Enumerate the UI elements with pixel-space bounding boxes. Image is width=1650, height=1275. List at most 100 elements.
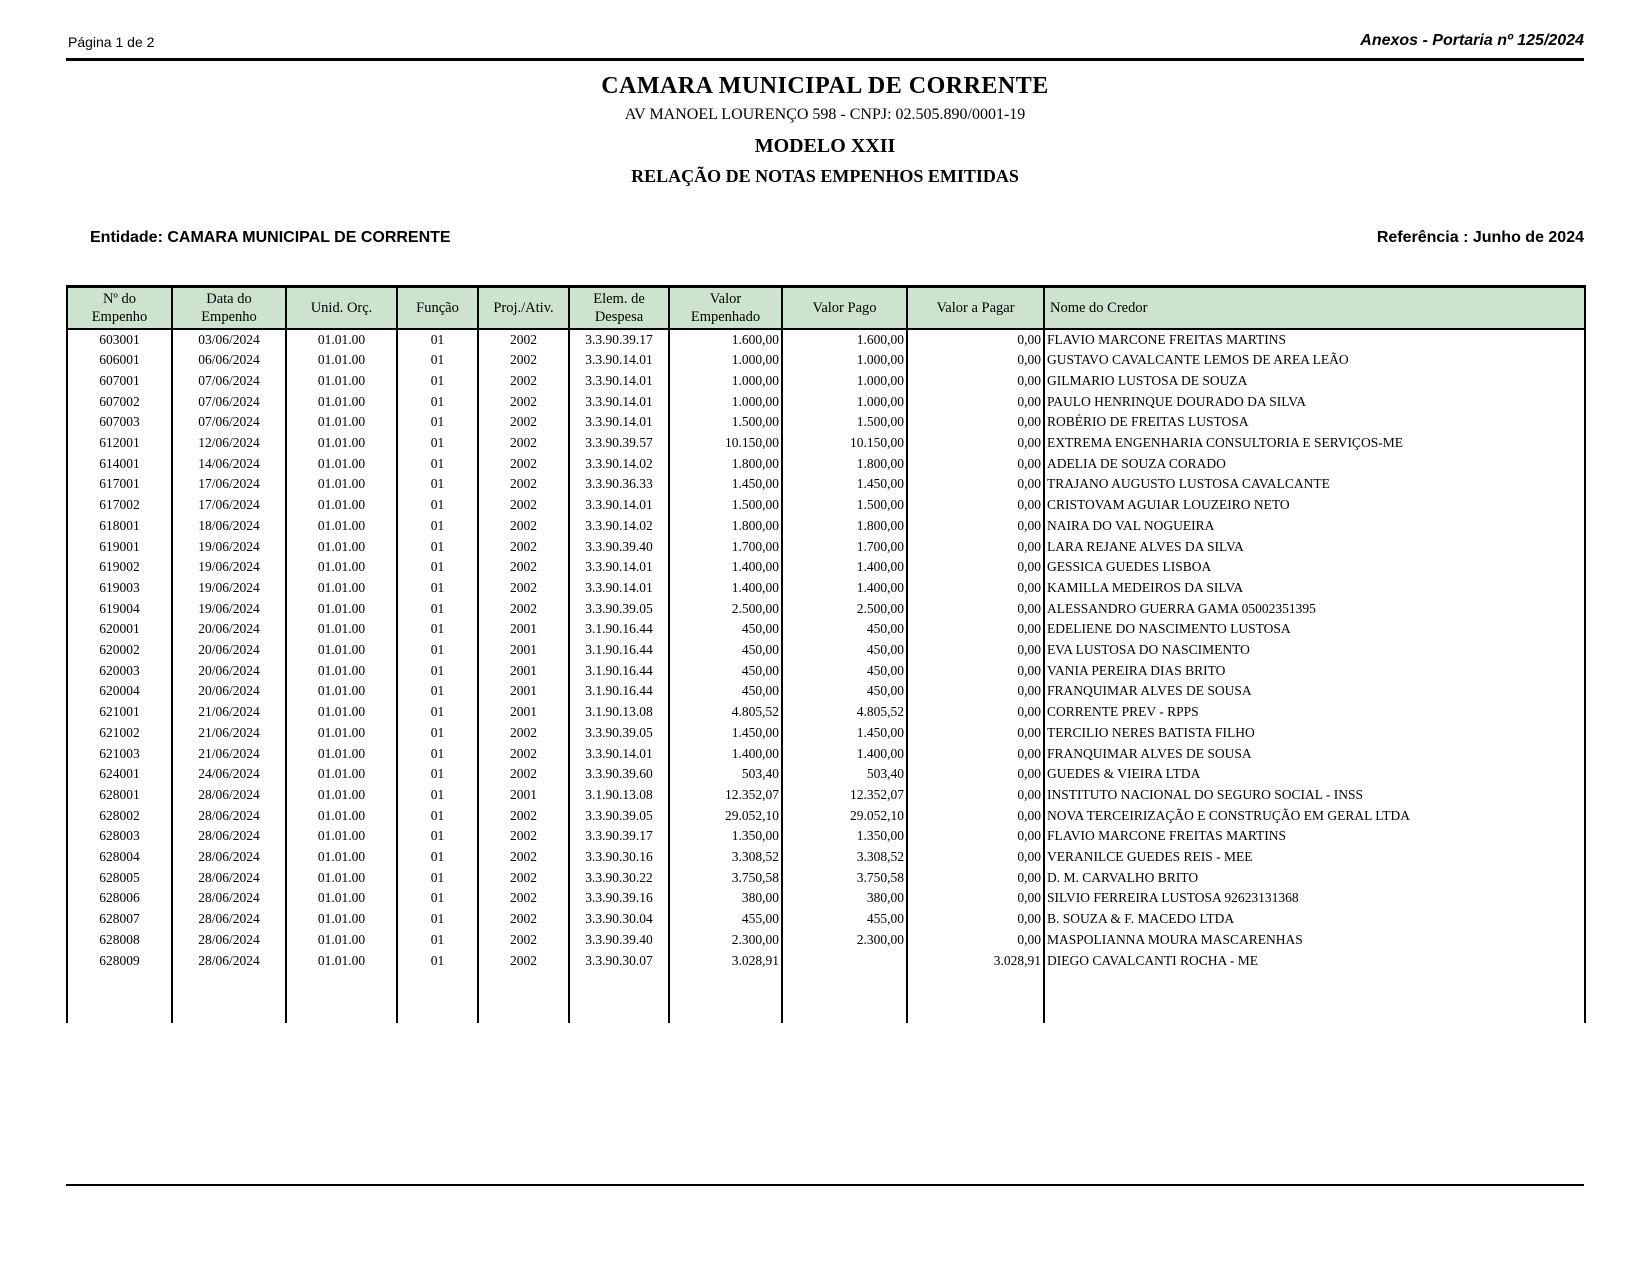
cell-funcao: 01 — [396, 577, 479, 599]
cell-unidade-orcamentaria: 01.01.00 — [285, 909, 398, 930]
cell-valor-empenhado: 1.000,00 — [668, 350, 783, 371]
cell-funcao: 01 — [396, 557, 479, 578]
cell-data-empenho: 28/06/2024 — [171, 909, 287, 930]
cell-nome-credor: TERCILIO NERES BATISTA FILHO — [1043, 722, 1586, 744]
cell-unidade-orcamentaria: 01.01.00 — [285, 929, 398, 951]
entity-label: Entidade: CAMARA MUNICIPAL DE CORRENTE — [90, 229, 451, 246]
page-indicator: Página 1 de 2 — [68, 34, 155, 50]
table-row: 617002 17/06/2024 01.01.00 01 2002 3.3.90.14.… — [66, 495, 1586, 516]
cell-nome-credor: EXTREMA ENGENHARIA CONSULTORIA E SERVIÇO… — [1043, 433, 1586, 454]
cell-funcao: 01 — [396, 888, 479, 910]
cell-valor-empenhado: 4.805,52 — [668, 702, 783, 723]
cell-funcao: 01 — [396, 619, 479, 641]
cell-unidade-orcamentaria: 01.01.00 — [285, 557, 398, 578]
cell-valor-pago: 1.600,00 — [781, 328, 908, 351]
cell-projeto-atividade: 2002 — [477, 929, 570, 951]
cell-funcao: 01 — [396, 495, 479, 516]
cell-elemento-despesa: 3.3.90.39.40 — [568, 929, 670, 951]
cell-elemento-despesa: 3.3.90.39.17 — [568, 328, 670, 351]
cell-valor-a-pagar: 0,00 — [906, 453, 1045, 475]
cell-empty — [66, 971, 173, 1024]
cell-unidade-orcamentaria: 01.01.00 — [285, 474, 398, 496]
cell-funcao: 01 — [396, 784, 479, 806]
cell-valor-a-pagar: 0,00 — [906, 826, 1045, 848]
cell-valor-pago: 450,00 — [781, 619, 908, 641]
cell-empty — [781, 971, 908, 1024]
cell-elemento-despesa: 3.1.90.16.44 — [568, 681, 670, 703]
table-row: 628006 28/06/2024 01.01.00 01 2002 3.3.90.39.… — [66, 888, 1586, 910]
cell-valor-empenhado: 450,00 — [668, 660, 783, 682]
cell-valor-empenhado: 1.450,00 — [668, 722, 783, 744]
table-row: 619003 19/06/2024 01.01.00 01 2002 3.3.90.14.… — [66, 577, 1586, 599]
table-row: 620002 20/06/2024 01.01.00 01 2001 3.1.90.16.… — [66, 640, 1586, 661]
cell-valor-empenhado: 1.600,00 — [668, 328, 783, 351]
cell-elemento-despesa: 3.3.90.14.01 — [568, 743, 670, 765]
cell-valor-pago: 2.300,00 — [781, 929, 908, 951]
cell-data-empenho: 20/06/2024 — [171, 660, 287, 682]
top-rule — [66, 58, 1584, 61]
cell-data-empenho: 20/06/2024 — [171, 619, 287, 641]
cell-numero-empenho: 621003 — [66, 743, 173, 765]
cell-data-empenho: 03/06/2024 — [171, 328, 287, 351]
cell-funcao: 01 — [396, 370, 479, 392]
cell-numero-empenho: 628002 — [66, 805, 173, 827]
cell-unidade-orcamentaria: 01.01.00 — [285, 577, 398, 599]
cell-elemento-despesa: 3.1.90.16.44 — [568, 640, 670, 661]
cell-nome-credor: TRAJANO AUGUSTO LUSTOSA CAVALCANTE — [1043, 474, 1586, 496]
cell-elemento-despesa: 3.3.90.39.05 — [568, 598, 670, 620]
cell-numero-empenho: 628004 — [66, 847, 173, 868]
cell-projeto-atividade: 2002 — [477, 495, 570, 516]
cell-projeto-atividade: 2002 — [477, 350, 570, 371]
cell-elemento-despesa: 3.3.90.14.01 — [568, 391, 670, 413]
reference-label: Referência : Junho de 2024 — [1376, 229, 1584, 246]
table-header: Nº do Empenho Data do Empenho Unid. Orç.… — [66, 285, 1586, 330]
col-header-valor-a-pagar: Valor a Pagar — [906, 285, 1045, 330]
cell-valor-pago: 1.400,00 — [781, 557, 908, 578]
cell-valor-a-pagar: 0,00 — [906, 391, 1045, 413]
cell-nome-credor: CORRENTE PREV - RPPS — [1043, 702, 1586, 723]
table-row: 628002 28/06/2024 01.01.00 01 2002 3.3.90.39.… — [66, 805, 1586, 827]
cell-funcao: 01 — [396, 867, 479, 889]
cell-valor-empenhado: 1.400,00 — [668, 743, 783, 765]
cell-unidade-orcamentaria: 01.01.00 — [285, 370, 398, 392]
cell-elemento-despesa: 3.3.90.39.05 — [568, 722, 670, 744]
cell-valor-a-pagar: 0,00 — [906, 370, 1045, 392]
table-row: 628005 28/06/2024 01.01.00 01 2002 3.3.90.30.… — [66, 867, 1586, 889]
cell-valor-a-pagar: 0,00 — [906, 536, 1045, 558]
cell-elemento-despesa: 3.3.90.30.22 — [568, 867, 670, 889]
cell-valor-empenhado: 29.052,10 — [668, 805, 783, 827]
cell-valor-a-pagar: 0,00 — [906, 640, 1045, 661]
cell-valor-pago: 1.400,00 — [781, 577, 908, 599]
cell-numero-empenho: 628009 — [66, 950, 173, 972]
cell-unidade-orcamentaria: 01.01.00 — [285, 515, 398, 537]
cell-unidade-orcamentaria: 01.01.00 — [285, 784, 398, 806]
cell-elemento-despesa: 3.3.90.39.57 — [568, 433, 670, 454]
cell-empty — [477, 971, 570, 1024]
cell-projeto-atividade: 2002 — [477, 867, 570, 889]
cell-funcao: 01 — [396, 350, 479, 371]
cell-funcao: 01 — [396, 722, 479, 744]
cell-valor-a-pagar: 0,00 — [906, 784, 1045, 806]
cell-unidade-orcamentaria: 01.01.00 — [285, 764, 398, 785]
cell-valor-pago: 1.800,00 — [781, 453, 908, 475]
cell-numero-empenho: 612001 — [66, 433, 173, 454]
col-header-elemento-despesa: Elem. de Despesa — [568, 285, 670, 330]
col-header-data-empenho: Data do Empenho — [171, 285, 287, 330]
cell-valor-pago: 455,00 — [781, 909, 908, 930]
cell-data-empenho: 28/06/2024 — [171, 929, 287, 951]
cell-valor-empenhado: 380,00 — [668, 888, 783, 910]
cell-data-empenho: 06/06/2024 — [171, 350, 287, 371]
cell-valor-a-pagar: 0,00 — [906, 847, 1045, 868]
cell-projeto-atividade: 2002 — [477, 764, 570, 785]
cell-valor-pago: 1.400,00 — [781, 743, 908, 765]
cell-valor-pago: 1.000,00 — [781, 350, 908, 371]
cell-valor-pago: 1.800,00 — [781, 515, 908, 537]
cell-valor-pago: 450,00 — [781, 640, 908, 661]
cell-valor-pago: 3.750,58 — [781, 867, 908, 889]
cell-valor-a-pagar: 0,00 — [906, 433, 1045, 454]
cell-elemento-despesa: 3.1.90.16.44 — [568, 619, 670, 641]
cell-valor-pago: 2.500,00 — [781, 598, 908, 620]
table-row: 621003 21/06/2024 01.01.00 01 2002 3.3.90.14.… — [66, 743, 1586, 765]
table-row: 621002 21/06/2024 01.01.00 01 2002 3.3.90.39.… — [66, 722, 1586, 744]
cell-valor-pago: 1.450,00 — [781, 474, 908, 496]
